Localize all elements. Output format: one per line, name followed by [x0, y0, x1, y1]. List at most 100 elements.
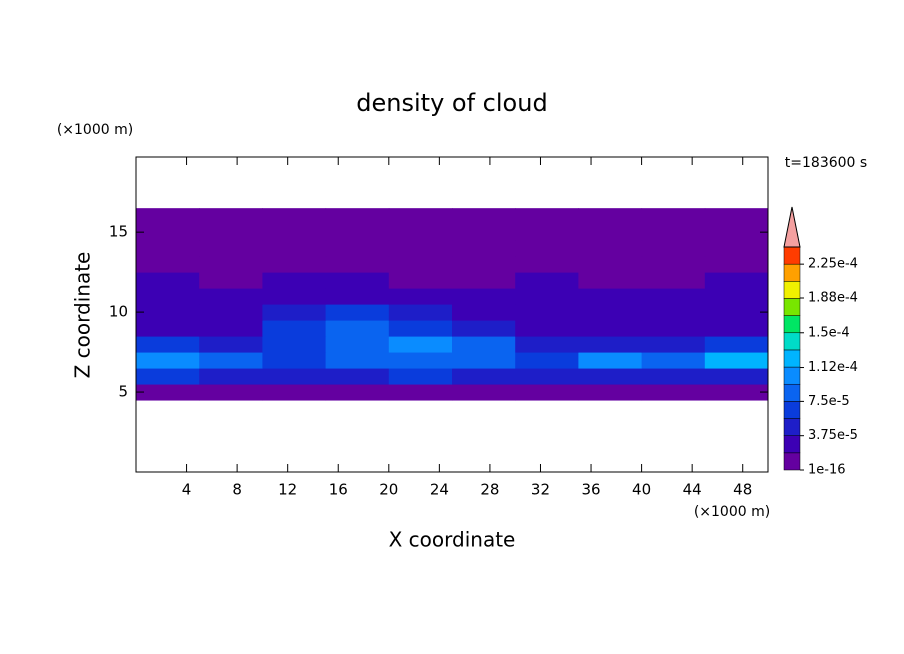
contour-cell	[452, 240, 516, 257]
x-tick-label: 48	[733, 481, 752, 499]
contour-cell	[704, 272, 769, 289]
colorbar-band	[783, 281, 801, 299]
contour-cell	[704, 208, 769, 225]
contour-cell	[136, 384, 200, 401]
contour-cell	[136, 208, 200, 225]
contour-cell	[641, 336, 706, 353]
contour-cell	[704, 304, 769, 321]
contour-cell	[388, 336, 453, 353]
contour-cell	[704, 288, 769, 305]
contour-cell	[578, 240, 643, 257]
contour-cell	[704, 320, 769, 337]
contour-cell	[704, 256, 769, 273]
contour-cell	[515, 368, 579, 385]
contour-cell	[136, 352, 200, 369]
contour-cell	[704, 240, 769, 257]
chart-title: density of cloud	[356, 89, 547, 117]
colorbar-band	[783, 315, 801, 334]
x-tick-label: 44	[683, 481, 702, 499]
contour-cell	[578, 304, 643, 321]
contour-cell	[515, 336, 579, 353]
contour-cell	[452, 368, 516, 385]
contour-cell	[136, 272, 200, 289]
contour-cell	[388, 320, 453, 337]
contour-cell	[325, 208, 390, 225]
colorbar-label: 2.25e-4	[808, 257, 858, 272]
contour-cell	[452, 208, 516, 225]
contour-cell	[578, 352, 643, 369]
contour-cell	[388, 272, 453, 289]
x-tick-label: 36	[581, 481, 600, 499]
x-tick-label: 28	[480, 481, 499, 499]
contour-cell	[452, 320, 516, 337]
contour-cell	[325, 384, 390, 401]
contour-cell	[641, 224, 706, 241]
colorbar-label: 1.88e-4	[808, 291, 858, 306]
contour-cell	[452, 304, 516, 321]
colorbar-label: 1e-16	[808, 463, 846, 478]
plot-frame	[135, 156, 769, 473]
contour-cell	[578, 336, 643, 353]
contour-cell	[262, 352, 327, 369]
contour-cell	[452, 288, 516, 305]
contour-cell	[388, 256, 453, 273]
colorbar-band	[783, 349, 801, 368]
colorbar-label: 1.5e-4	[808, 325, 850, 340]
contour-cell	[388, 304, 453, 321]
colorbar-band	[783, 435, 801, 454]
contour-cell	[641, 240, 706, 257]
contour-cell	[262, 272, 327, 289]
contour-cell	[452, 224, 516, 241]
colorbar-label: 1.12e-4	[808, 360, 858, 375]
colorbar-band	[783, 246, 801, 265]
contour-cell	[136, 256, 200, 273]
contour-cell	[325, 352, 390, 369]
contour-cell	[262, 304, 327, 321]
contour-cell	[325, 224, 390, 241]
contour-cell	[578, 368, 643, 385]
contour-cell	[199, 272, 263, 289]
contour-cell	[704, 368, 769, 385]
contour-cell	[515, 320, 579, 337]
contour-cell	[452, 256, 516, 273]
contour-cell	[262, 208, 327, 225]
contour-cell	[515, 256, 579, 273]
contour-cell	[641, 272, 706, 289]
contour-cell	[199, 368, 263, 385]
contour-cell	[388, 288, 453, 305]
colorbar-band	[783, 418, 801, 436]
contour-cell	[641, 256, 706, 273]
contour-cell	[325, 288, 390, 305]
contour-cell	[262, 384, 327, 401]
y-tick-label: 5	[118, 383, 128, 401]
contour-cell	[136, 304, 200, 321]
contour-cell	[388, 240, 453, 257]
x-tick-label: 12	[278, 481, 297, 499]
contour-cell	[578, 224, 643, 241]
colorbar-band	[783, 332, 801, 351]
contour-cell	[325, 272, 390, 289]
contour-cell	[136, 336, 200, 353]
contour-cell	[199, 336, 263, 353]
contour-cell	[199, 224, 263, 241]
contour-cell	[136, 320, 200, 337]
contour-cell	[578, 256, 643, 273]
contour-cell	[515, 224, 579, 241]
x-tick-label: 4	[182, 481, 192, 499]
contour-cell	[325, 304, 390, 321]
colorbar-band	[783, 452, 801, 471]
colorbar-label: 7.5e-5	[808, 394, 850, 409]
contour-cell	[641, 208, 706, 225]
contour-cell	[515, 384, 579, 401]
contour-cell	[641, 320, 706, 337]
contour-cell	[199, 320, 263, 337]
contour-cell	[515, 272, 579, 289]
colorbar: 1e-16 3.75e-5 7.5e-5 1.12e-4 1.5e-4 1.88e-4 2.…	[783, 206, 858, 478]
contour-cell	[262, 224, 327, 241]
contour-cell	[262, 336, 327, 353]
colorbar-band	[783, 401, 801, 419]
contour-cell	[199, 208, 263, 225]
